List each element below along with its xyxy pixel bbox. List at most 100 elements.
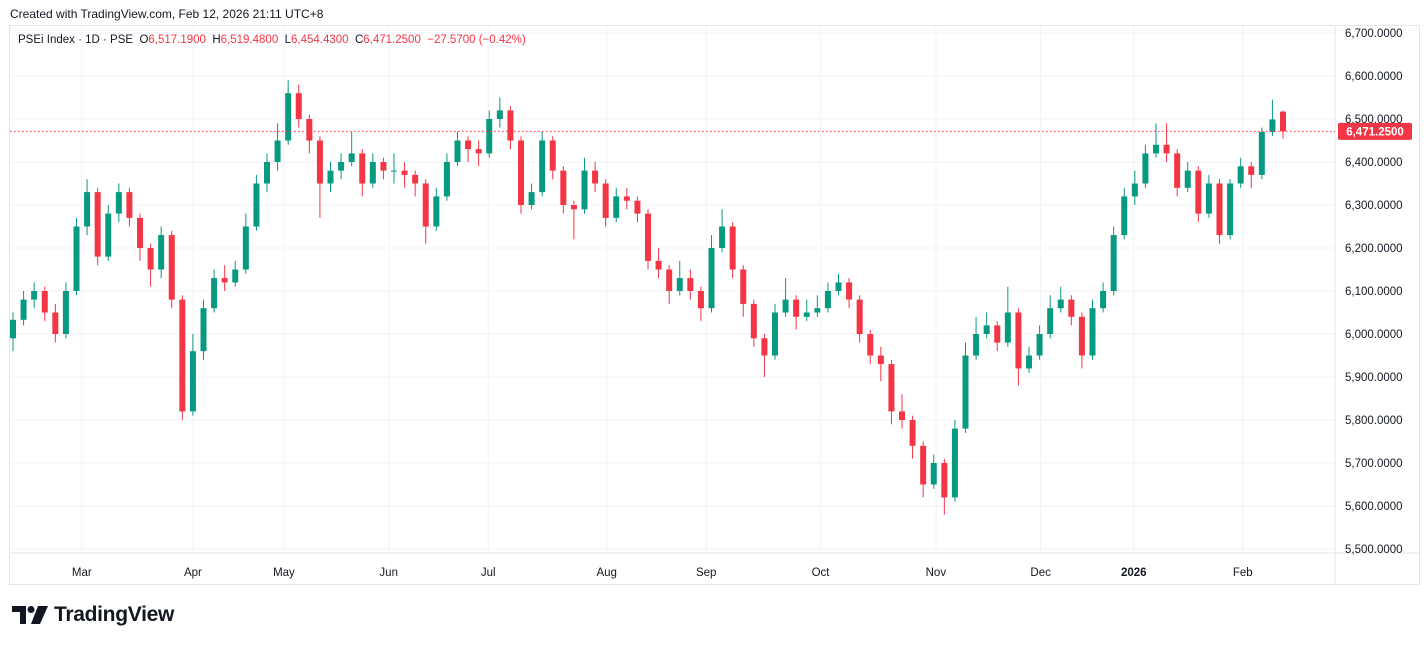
time-tick-label: Jul [481,567,496,579]
candle [941,458,948,515]
candle-body [951,428,958,498]
candle [793,295,800,330]
candle-body [105,213,112,257]
candle-body [158,235,165,270]
time-tick-label: Jun [379,567,398,579]
candle [147,243,154,287]
candle-body [623,196,630,201]
candle [930,454,937,489]
candle [994,321,1001,352]
candle-body [1153,144,1159,154]
candle-body [814,308,821,313]
candle [824,282,831,313]
candle-body [94,192,101,257]
chart-frame[interactable] [9,25,1420,585]
time-tick-label: 2026 [1121,567,1147,579]
tradingview-logo[interactable]: TradingView [12,603,174,627]
candle [327,162,334,193]
symbol-label[interactable]: PSEi Index · 1D · PSE [18,34,134,46]
high-label: H [212,34,221,46]
candle [465,136,472,162]
candle-body [613,196,620,218]
time-tick-label: Apr [184,567,202,579]
candle [348,131,355,167]
candle-body [380,162,387,171]
candle-body [570,205,577,210]
candle-body [528,192,535,205]
candle-body [1269,119,1276,132]
candle [253,174,260,231]
candle-body [211,278,218,309]
candle-body [930,463,937,485]
last-price-tag: 6,471.2500 [1338,122,1412,140]
candle [676,260,683,296]
candle [295,84,302,128]
candle-body [1258,131,1265,175]
candle [528,183,535,210]
candle [200,299,207,360]
candle-body [1089,308,1096,356]
candle-body [126,192,133,218]
candle-body [475,149,482,154]
last-price-label: 6,471.2500 [1346,126,1404,138]
candle-body [264,162,270,184]
candle-body [443,162,450,197]
candle [41,286,48,322]
candle [1004,286,1011,347]
candle [549,136,556,180]
tradingview-logo-icon [12,606,48,624]
candle-body [1195,170,1202,214]
candle [359,149,366,197]
candle-body [496,110,503,119]
candle-body [1131,183,1138,197]
open-value: 6,517.1900 [148,34,206,46]
candle-body [697,291,704,309]
candle-body [1216,183,1223,236]
candle [877,346,884,382]
candle-body [232,269,239,283]
candle-body [539,140,546,193]
candle-body [518,140,524,205]
candle [1142,144,1149,188]
candle [264,153,270,193]
candle-body [877,355,884,365]
candle-body [772,312,778,356]
candle-body [888,364,895,412]
candle-body [1174,153,1181,188]
candle [401,162,408,188]
price-tick-label: 5,700.0000 [1345,458,1403,470]
candle [189,334,196,416]
price-tick-label: 6,000.0000 [1345,329,1403,341]
candle-body [666,269,673,291]
candle [1174,149,1181,197]
candle-body [179,299,186,412]
candle [316,136,323,218]
candle [867,329,874,365]
candle [1057,286,1064,313]
candle [1163,123,1170,162]
candle [899,394,905,429]
price-tick-label: 6,600.0000 [1345,71,1403,83]
candle [496,97,503,128]
candle-body [84,192,91,227]
low-label: L [284,34,292,46]
candle [232,260,239,287]
candle [1068,295,1075,326]
candle [31,282,38,309]
candle-body [761,338,768,356]
candle [687,269,694,300]
candle-body [401,170,408,175]
candle [655,248,662,279]
candle [740,265,747,317]
candle-body [899,411,905,420]
candle-body [359,153,366,184]
candle [1121,187,1128,240]
candle-body [941,463,948,498]
time-tick-label: Aug [596,567,616,579]
candle [242,213,249,274]
candle [1248,162,1255,188]
price-tick-label: 5,900.0000 [1345,372,1403,384]
candle [486,110,493,158]
candle [909,415,916,459]
